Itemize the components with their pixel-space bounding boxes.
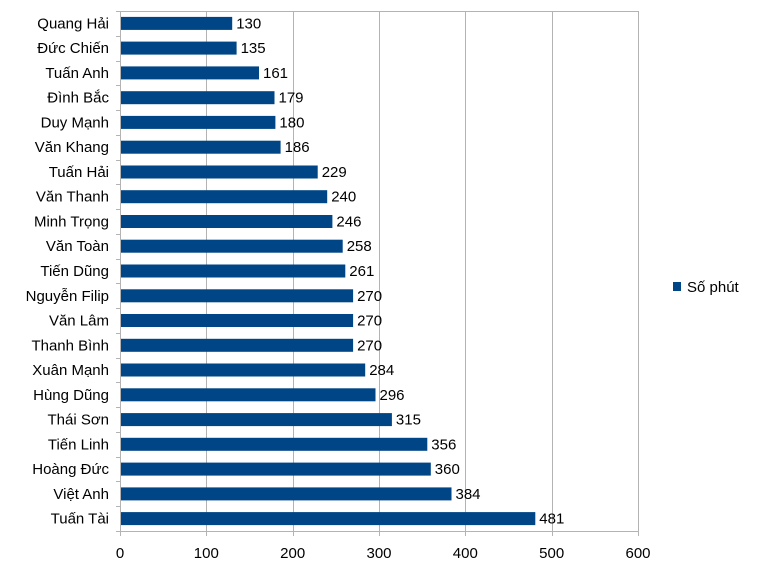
data-label: 240 (331, 189, 356, 206)
x-tick-label: 400 (453, 545, 478, 562)
bar (121, 264, 346, 278)
bar (121, 115, 276, 129)
bar (121, 215, 333, 228)
data-label: 135 (241, 40, 266, 57)
legend-swatch (673, 282, 681, 291)
bar (121, 41, 237, 55)
data-label: 261 (349, 263, 374, 280)
data-label: 180 (279, 114, 304, 131)
bar (121, 91, 275, 105)
category-label: Tiến Dũng (40, 263, 109, 280)
category-label: Đức Chiến (37, 40, 109, 57)
data-label: 296 (380, 387, 405, 404)
bar (121, 363, 366, 377)
x-tick-label: 500 (539, 545, 564, 562)
bar (121, 16, 233, 30)
data-label: 270 (357, 288, 382, 305)
category-label: Hoàng Đức (32, 461, 109, 478)
bar (121, 239, 343, 253)
bar (121, 512, 536, 526)
data-label: 284 (369, 362, 394, 379)
category-label: Duy Mạnh (41, 114, 109, 131)
x-tick-label: 100 (194, 545, 219, 562)
bar (121, 314, 354, 327)
category-label: Xuân Mạnh (32, 362, 109, 379)
bar (121, 190, 328, 204)
bar (121, 66, 259, 80)
category-label: Văn Khang (35, 139, 109, 156)
legend: Số phút (673, 279, 740, 296)
bar (121, 165, 318, 179)
category-label: Đình Bắc (47, 90, 109, 107)
bar (121, 388, 376, 402)
data-label: 315 (396, 412, 421, 429)
category-label: Tuấn Tài (51, 511, 109, 528)
data-label: 179 (279, 90, 304, 107)
data-label: 384 (456, 486, 481, 503)
bar (121, 437, 428, 451)
data-label: 130 (236, 15, 261, 32)
bar (121, 338, 354, 352)
category-label: Tuấn Anh (45, 65, 109, 82)
category-label: Tuấn Hải (49, 164, 109, 181)
data-label: 229 (322, 164, 347, 181)
category-label: Thanh Bình (31, 337, 109, 354)
category-label: Tiến Linh (48, 436, 109, 453)
legend-label: Số phút (687, 279, 740, 296)
category-label: Văn Thanh (36, 189, 109, 206)
data-label: 270 (357, 337, 382, 354)
x-tick-label: 600 (625, 545, 650, 562)
x-tick-label: 200 (280, 545, 305, 562)
data-labels: 130 135 161 179 180 186 229 240 246 258 261 270 270 2… (236, 15, 564, 527)
data-label: 270 (357, 313, 382, 330)
x-tick-label: 300 (366, 545, 391, 562)
category-label: Văn Lâm (49, 313, 109, 330)
category-label: Việt Anh (53, 486, 109, 503)
bar (121, 462, 431, 476)
category-label: Quang Hải (37, 15, 109, 32)
data-label: 258 (347, 238, 372, 255)
bar (121, 413, 392, 427)
data-label: 360 (435, 461, 460, 478)
bar (121, 289, 354, 303)
category-label: Văn Toàn (46, 238, 109, 255)
bar (121, 140, 281, 154)
bar (121, 487, 452, 501)
category-label: Thái Sơn (47, 412, 109, 429)
bars (121, 16, 536, 526)
category-label: Hùng Dũng (33, 387, 109, 404)
category-label: Minh Trọng (34, 214, 109, 231)
data-label: 356 (431, 436, 456, 453)
data-label: 481 (539, 511, 564, 528)
x-axis-ticks: 0 100 200 300 400 500 600 (116, 545, 651, 562)
category-labels: Quang Hải Đức Chiến Tuấn Anh Đình Bắc Duy Mạ… (26, 15, 110, 527)
x-tick-label: 0 (116, 545, 124, 562)
category-label: Nguyễn Filip (26, 288, 109, 305)
data-label: 186 (285, 139, 310, 156)
data-label: 161 (263, 65, 288, 82)
data-label: 246 (336, 214, 361, 231)
